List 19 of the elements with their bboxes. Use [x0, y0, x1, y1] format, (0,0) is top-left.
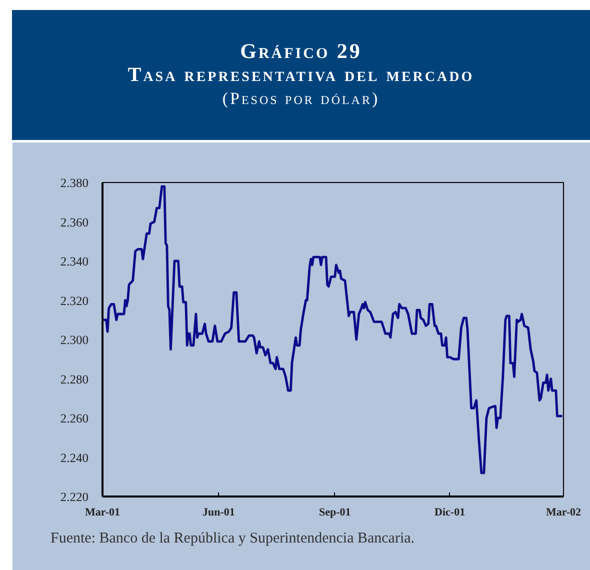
- y-tick-label: 2.280: [60, 372, 88, 386]
- x-tick-label: Sep-01: [319, 506, 351, 518]
- y-tick-label: 2.340: [60, 254, 88, 268]
- y-tick-label: 2.220: [60, 490, 88, 504]
- y-tick-label: 2.360: [60, 215, 88, 230]
- line-series: [102, 185, 564, 474]
- y-tick-label: 2.380: [60, 176, 88, 190]
- y-tick-label: 2.240: [60, 450, 88, 465]
- source-note: Fuente: Banco de la República y Superintendencia Bancaria.: [50, 530, 415, 546]
- y-tick-label: 2.320: [60, 294, 88, 308]
- y-tick-label: 2.260: [60, 412, 88, 426]
- y-tick-label: 2.300: [60, 333, 88, 347]
- x-tick-label: Dic-01: [434, 506, 466, 518]
- chart-title: Gráfico 29: [239, 39, 363, 63]
- y-axis-title: (Pesos por dólar): [221, 88, 381, 110]
- x-tick-label: Mar-01: [84, 506, 120, 518]
- x-tick-label: Mar-02: [546, 506, 582, 518]
- chart-subtitle: Tasa representativa del mercado: [126, 63, 476, 87]
- x-tick-label: Jun-01: [202, 506, 235, 518]
